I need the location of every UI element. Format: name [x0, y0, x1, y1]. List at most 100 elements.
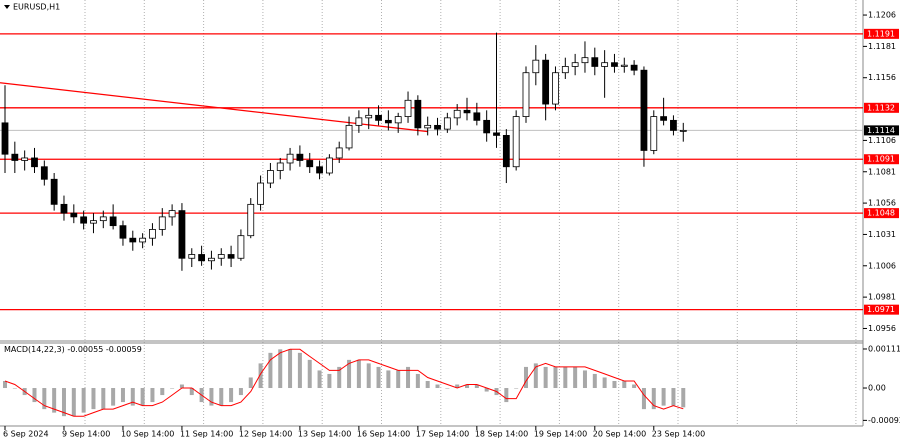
- candle-body: [158, 216, 166, 230]
- candle-body: [119, 225, 127, 239]
- x-tick-label: 23 Sep 14:00: [652, 430, 705, 439]
- candle-body: [483, 119, 491, 134]
- candle-body: [355, 117, 363, 126]
- macd-bar: [101, 388, 106, 410]
- indicator-name: MACD(14,22,3): [4, 345, 65, 354]
- y-tick-label: 1.1081: [868, 167, 896, 176]
- macd-bar: [573, 366, 578, 389]
- candle-body: [11, 153, 19, 161]
- macd-bar: [130, 388, 135, 406]
- macd-bar: [474, 384, 479, 389]
- candle-body: [660, 116, 668, 121]
- candle-body: [532, 59, 540, 74]
- macd-bar: [671, 388, 676, 406]
- candle-body: [31, 157, 38, 168]
- macd-bar: [533, 363, 538, 389]
- x-tick-label: 11 Sep 14:00: [180, 430, 233, 439]
- level-label: 1.1091: [867, 155, 895, 164]
- level-label: 1.1132: [867, 103, 895, 112]
- menu-icon[interactable]: [4, 5, 10, 9]
- macd-bar: [553, 366, 558, 389]
- macd-bar: [543, 366, 548, 389]
- y-tick-label: 1.0956: [868, 324, 896, 333]
- macd-bar: [111, 388, 116, 406]
- macd-bar: [622, 380, 627, 389]
- macd-bar: [52, 388, 57, 413]
- macd-bar: [170, 388, 175, 389]
- candle-body: [276, 162, 284, 171]
- macd-bar: [641, 388, 646, 410]
- candle-body: [296, 153, 304, 161]
- candle-body: [90, 220, 97, 224]
- level-label-box: [864, 102, 899, 113]
- candle-body: [1, 122, 9, 155]
- macd-bar: [61, 388, 66, 417]
- candle-body: [670, 119, 677, 131]
- macd-bar: [219, 388, 224, 406]
- candle-body: [345, 124, 353, 149]
- macd-bar: [465, 384, 470, 389]
- candle-body: [237, 235, 245, 259]
- candle-body: [611, 62, 618, 67]
- macd-bar: [12, 388, 17, 389]
- macd-bar: [661, 388, 666, 406]
- candle-body: [99, 216, 107, 222]
- macd-bar: [248, 377, 253, 389]
- candle-body: [650, 116, 658, 151]
- y-tick-label: 1.1006: [868, 261, 896, 270]
- candle-body: [384, 119, 392, 124]
- x-tick-label: 17 Sep 14:00: [416, 430, 469, 439]
- candle-body: [365, 114, 373, 119]
- macd-bar: [120, 388, 125, 403]
- macd-bar: [602, 377, 607, 389]
- macd-bar: [317, 370, 322, 389]
- macd-bar: [445, 388, 450, 389]
- x-tick-label: 13 Sep 14:00: [298, 430, 351, 439]
- candle-body: [306, 160, 314, 168]
- macd-bar: [160, 388, 165, 396]
- x-tick-label: 12 Sep 14:00: [239, 430, 292, 439]
- current-price-box: [864, 125, 899, 136]
- x-tick-label: 18 Sep 14:00: [475, 430, 528, 439]
- macd-bar: [356, 359, 361, 389]
- y-tick-label: 1.1181: [868, 42, 896, 51]
- x-tick-label: 9 Sep 14:00: [62, 430, 110, 439]
- candle-body: [453, 109, 461, 119]
- candle-body: [502, 134, 510, 168]
- macd-bar: [307, 359, 312, 389]
- y-tick-label: 1.1156: [868, 73, 896, 82]
- candle-body: [247, 203, 255, 237]
- macd-bar: [681, 388, 686, 408]
- candle-body: [217, 254, 225, 259]
- candle-body: [21, 157, 29, 161]
- y-tick-label: 1.0981: [868, 293, 896, 302]
- level-label-box: [864, 28, 899, 39]
- candle-body: [561, 66, 569, 74]
- candle-body: [60, 203, 68, 214]
- candle-body: [542, 59, 550, 105]
- candle-body: [630, 64, 638, 71]
- candle-body: [178, 210, 186, 259]
- macd-bar: [229, 388, 234, 403]
- macd-bar: [563, 366, 568, 389]
- y-tick-label: 1.1206: [868, 11, 896, 20]
- macd-bar: [484, 388, 489, 392]
- macd-bar: [582, 370, 587, 389]
- macd-bar: [592, 373, 597, 389]
- candle-body: [601, 62, 609, 67]
- candle-body: [620, 64, 628, 67]
- candle-body: [208, 257, 215, 262]
- macd-bar: [327, 373, 332, 389]
- macd-bar: [209, 388, 214, 406]
- macd-bar: [435, 384, 440, 389]
- macd-bar: [415, 373, 420, 389]
- level-label-box: [864, 304, 899, 315]
- macd-bar: [612, 380, 617, 389]
- macd-bar: [523, 366, 528, 389]
- macd-bar: [297, 352, 302, 389]
- indicator-value: -0.00059: [106, 345, 142, 354]
- macd-bar: [179, 384, 184, 389]
- candle-body: [129, 237, 137, 243]
- candle-body: [581, 57, 589, 64]
